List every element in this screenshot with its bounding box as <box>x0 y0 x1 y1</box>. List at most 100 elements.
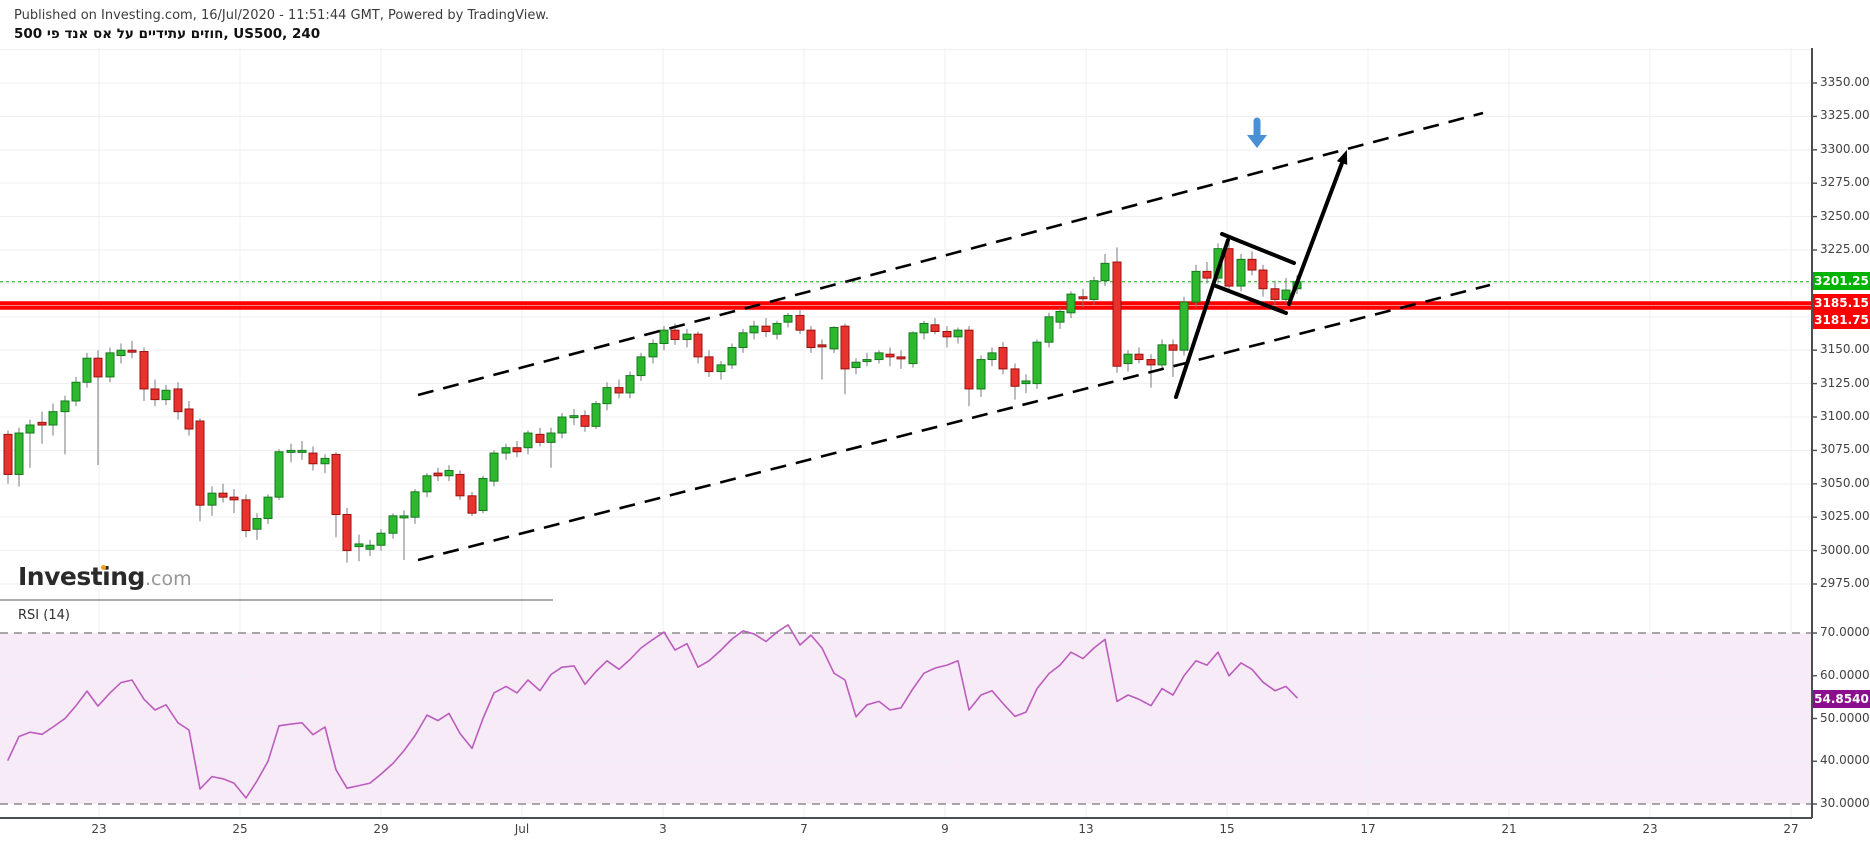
time-axis-tick-label: 9 <box>941 822 949 836</box>
flag-upper-line <box>1220 232 1296 265</box>
bear-candle <box>1258 269 1268 290</box>
bull-candle <box>1044 316 1054 343</box>
rsi-axis-tick-label: 60.0000 <box>1820 667 1870 682</box>
bear-candle <box>241 499 251 532</box>
bull-candle <box>1179 301 1189 351</box>
price-badge: 3201.25 <box>1813 272 1870 290</box>
bear-candle <box>184 408 194 430</box>
bull-candle <box>1281 289 1291 300</box>
bear-candle <box>1146 359 1156 366</box>
channel-upper-dashed-trendline <box>417 111 1484 397</box>
bull-candle <box>14 432 24 475</box>
blue-down-arrow-icon <box>1247 135 1267 148</box>
bear-candle <box>704 356 714 373</box>
bull-candle <box>772 322 782 335</box>
time-axis-tick-label: 3 <box>659 822 667 836</box>
bear-candle <box>173 388 183 413</box>
bull-candle <box>829 326 839 350</box>
price-axis-tick-label: 3150.00 <box>1820 342 1870 357</box>
bull-candle <box>557 416 567 434</box>
investing-watermark-logo: Investing.com <box>18 562 192 591</box>
time-axis-tick-label: 27 <box>1783 822 1799 836</box>
rsi-indicator-label[interactable]: RSI (14) <box>18 608 70 623</box>
bull-candle <box>376 532 386 546</box>
bull-candle <box>422 475 432 493</box>
investing-logo-domain: .com <box>144 568 192 590</box>
bear-candle <box>467 495 477 514</box>
bull-candle <box>659 329 669 345</box>
bull-candle <box>908 332 918 365</box>
breakout-arrowhead-icon <box>1336 149 1348 165</box>
price-axis-tick-label: 3075.00 <box>1820 442 1870 457</box>
bear-candle <box>840 325 850 370</box>
bear-candle <box>580 415 590 427</box>
bull-candle <box>365 544 375 550</box>
bear-candle <box>806 329 816 349</box>
bear-candle <box>218 492 228 498</box>
flag-lower-line <box>1214 284 1288 315</box>
bull-candle <box>60 400 70 413</box>
time-axis-tick-label: 23 <box>91 822 107 836</box>
bear-candle <box>964 329 974 390</box>
bear-candle <box>761 325 771 332</box>
bull-candle <box>263 496 273 520</box>
bull-candle <box>399 515 409 519</box>
bull-candle <box>252 518 262 530</box>
flagpole-line <box>1174 238 1230 399</box>
bull-candle <box>444 469 454 477</box>
bull-candle <box>354 543 364 548</box>
bear-candle <box>885 353 895 358</box>
bull-candle <box>410 491 420 518</box>
bull-candle <box>1123 353 1133 365</box>
bull-candle <box>738 332 748 349</box>
published-attribution-text: Published on Investing.com, 16/Jul/2020 … <box>14 8 549 23</box>
bull-candle <box>116 349 126 357</box>
bull-candle <box>727 347 737 366</box>
bull-candle <box>953 329 963 338</box>
chart-title-symbol-interval: , US500, 240 <box>223 26 321 42</box>
channel-lower-dashed-trendline <box>417 283 1491 562</box>
bear-candle <box>195 420 205 506</box>
bull-candle <box>1100 262 1110 282</box>
bear-candle <box>331 453 341 516</box>
bull-candle <box>297 449 307 453</box>
price-axis-tick-label: 3025.00 <box>1820 509 1870 524</box>
bull-candle <box>874 352 884 361</box>
bear-candle <box>127 349 137 353</box>
bull-candle <box>862 359 872 363</box>
chart-title: חוזים עתידיים על אס אנד פי 500, US500, 2… <box>14 26 320 42</box>
bull-candle <box>501 447 511 454</box>
breakout-arrow-line <box>1287 161 1344 306</box>
bull-candle <box>591 403 601 427</box>
rsi-axis-tick-label: 70.0000 <box>1820 625 1870 639</box>
price-axis-tick-label: 3100.00 <box>1820 409 1870 423</box>
price-axis-tick-label: 3350.00 <box>1820 75 1870 89</box>
bull-candle <box>1032 341 1042 385</box>
bear-candle <box>998 347 1008 370</box>
time-axis-tick-label: 21 <box>1501 822 1517 836</box>
bear-candle <box>670 329 680 341</box>
bull-candle <box>682 333 692 341</box>
bull-candle <box>207 492 217 506</box>
price-axis-tick-label: 3275.00 <box>1820 175 1870 190</box>
rsi-axis-tick-label: 30.0000 <box>1820 796 1870 810</box>
bear-candle <box>1078 296 1088 300</box>
bear-candle <box>1247 258 1257 271</box>
price-badge: 3181.75 <box>1813 311 1870 329</box>
bull-candle <box>1236 258 1246 287</box>
bear-candle <box>37 421 47 426</box>
bull-candle <box>648 343 658 358</box>
bear-candle <box>3 433 13 475</box>
bull-candle <box>274 451 284 498</box>
bear-candle <box>1202 270 1212 279</box>
bull-candle <box>286 449 296 453</box>
price-axis-tick-label: 3225.00 <box>1820 242 1870 256</box>
bull-candle <box>919 322 929 334</box>
bear-candle <box>1224 248 1234 287</box>
time-axis-tick-label: Jul <box>514 822 530 836</box>
time-axis-tick-label: 17 <box>1360 822 1376 836</box>
bull-candle <box>71 381 81 402</box>
bull-candle <box>161 389 171 401</box>
